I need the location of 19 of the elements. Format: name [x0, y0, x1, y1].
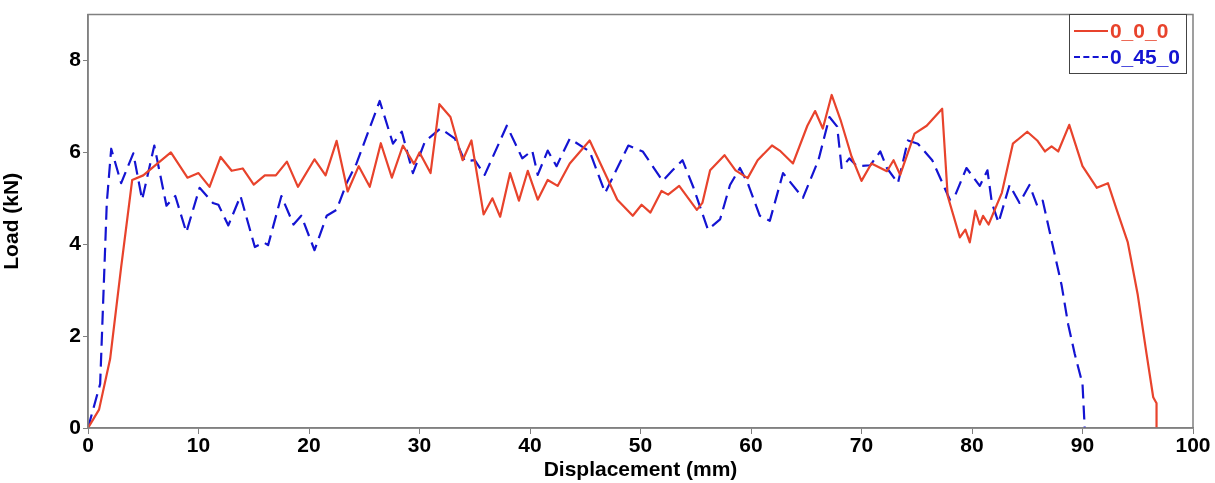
y-tick-label: 8 — [69, 47, 82, 71]
y-tick-label: 0 — [69, 414, 81, 438]
x-axis-title: Displacement (mm) — [543, 457, 738, 481]
x-tick-label: 40 — [518, 433, 542, 457]
legend-label: 0_45_0 — [1109, 44, 1180, 70]
y-axis-title: Load (kN) — [0, 172, 23, 270]
y-tick-label: 2 — [69, 322, 81, 346]
legend-label: 0_0_0 — [1109, 18, 1169, 44]
x-tick-label: 10 — [186, 433, 211, 457]
x-tick-label: 70 — [849, 433, 874, 457]
x-tick-label: 30 — [407, 433, 432, 457]
x-tick-label: 80 — [960, 433, 984, 457]
x-tick-label: 90 — [1070, 433, 1095, 457]
x-tick-label: 100 — [1175, 433, 1211, 457]
y-tick-label: 6 — [69, 139, 81, 163]
x-tick-label: 50 — [628, 433, 653, 457]
x-tick-label: 60 — [739, 433, 763, 457]
x-tick-label: 20 — [297, 433, 321, 457]
y-tick-label: 4 — [69, 231, 82, 255]
